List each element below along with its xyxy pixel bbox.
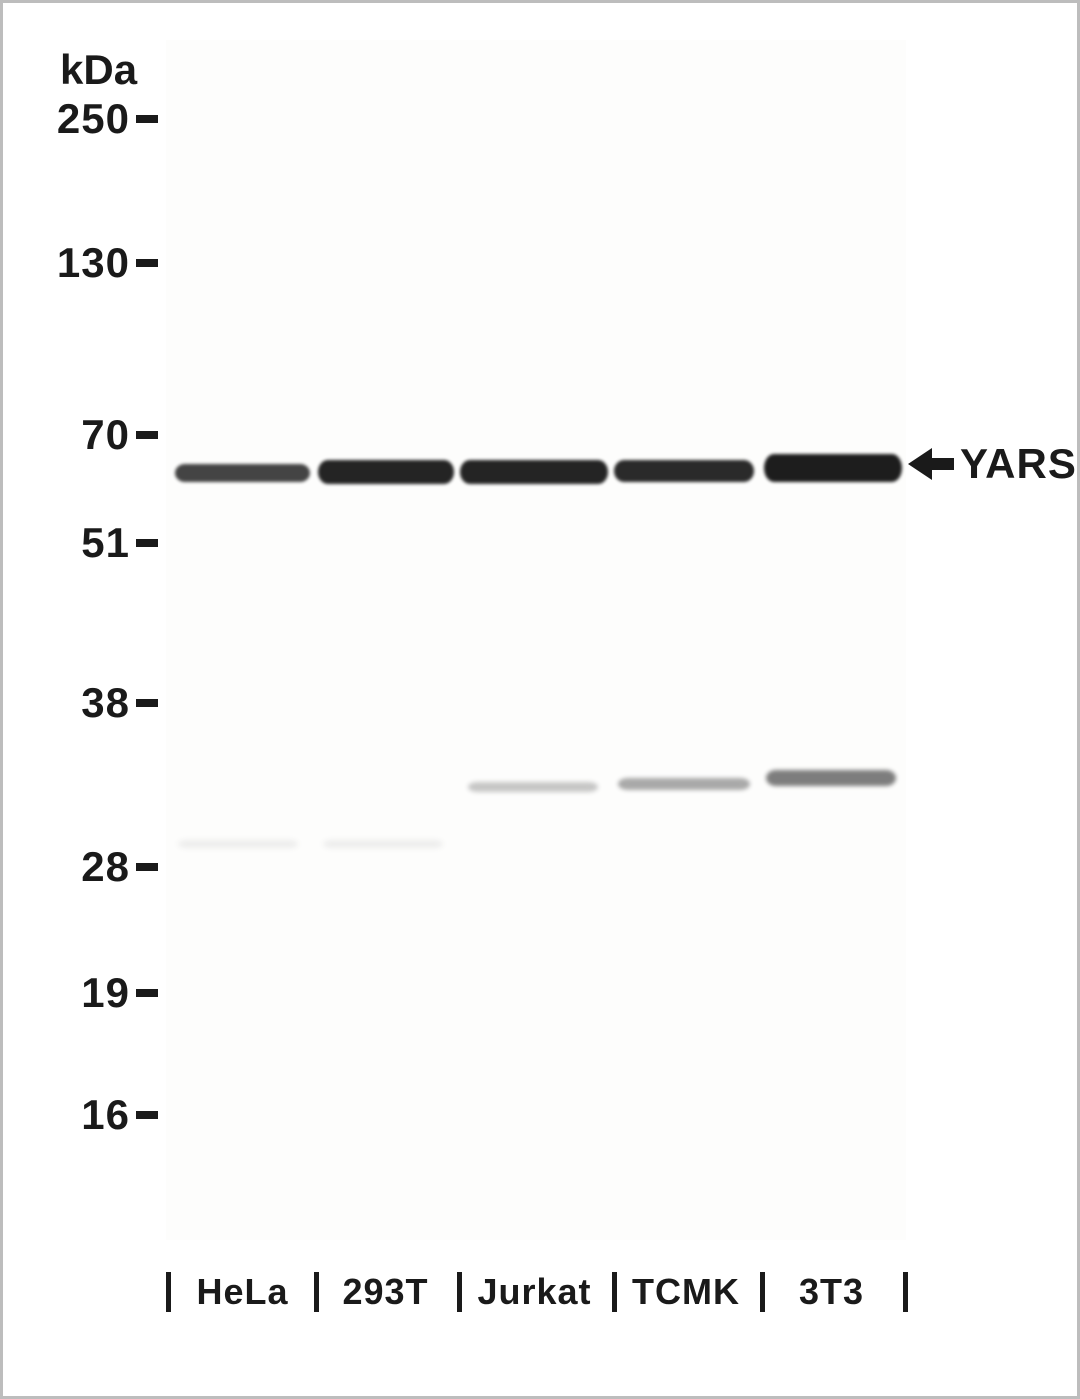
western-blot: kDa 250 130 70 51 38 28 19 16 HeLa293TJurkatTCM… xyxy=(48,40,1038,1360)
band-faint-HeLa xyxy=(178,840,298,848)
mw-marker-38: 38 xyxy=(48,679,158,727)
arrow-left-icon xyxy=(908,444,954,484)
band-YARS-3T3 xyxy=(764,454,902,482)
yaxis-units-label: kDa xyxy=(60,46,137,94)
tick-dash-icon xyxy=(136,431,158,439)
mw-marker-130: 130 xyxy=(48,239,158,287)
mw-marker-label: 250 xyxy=(48,95,130,143)
tick-dash-icon xyxy=(136,115,158,123)
band-nonspecific-Jurkat xyxy=(468,782,598,792)
tick-dash-icon xyxy=(136,863,158,871)
tick-dash-icon xyxy=(136,989,158,997)
mw-marker-250: 250 xyxy=(48,95,158,143)
lane-label-293t: 293T xyxy=(314,1272,457,1312)
tick-dash-icon xyxy=(136,699,158,707)
mw-marker-19: 19 xyxy=(48,969,158,1017)
blot-membrane xyxy=(166,40,906,1240)
tick-dash-icon xyxy=(136,539,158,547)
lane-divider xyxy=(903,1272,908,1312)
band-YARS-293T xyxy=(318,460,454,484)
lane-label-tcmk: TCMK xyxy=(612,1272,760,1312)
band-nonspecific-TCMK xyxy=(618,778,750,790)
tick-dash-icon xyxy=(136,1111,158,1119)
target-protein-label: YARS xyxy=(960,440,1077,488)
band-YARS-Jurkat xyxy=(460,460,608,484)
mw-marker-28: 28 xyxy=(48,843,158,891)
band-YARS-HeLa xyxy=(175,464,310,482)
band-nonspecific-3T3 xyxy=(766,770,896,786)
mw-marker-label: 19 xyxy=(48,969,130,1017)
lane-label-hela: HeLa xyxy=(171,1272,314,1312)
mw-marker-16: 16 xyxy=(48,1091,158,1139)
band-YARS-TCMK xyxy=(614,460,754,482)
mw-marker-label: 51 xyxy=(48,519,130,567)
mw-marker-label: 28 xyxy=(48,843,130,891)
band-faint-293T xyxy=(323,840,443,848)
lane-label-3t3: 3T3 xyxy=(760,1272,903,1312)
mw-marker-70: 70 xyxy=(48,411,158,459)
mw-marker-label: 70 xyxy=(48,411,130,459)
tick-dash-icon xyxy=(136,259,158,267)
mw-marker-label: 38 xyxy=(48,679,130,727)
target-label-arrow: YARS xyxy=(908,440,1077,488)
mw-marker-51: 51 xyxy=(48,519,158,567)
mw-marker-label: 130 xyxy=(48,239,130,287)
lane-label-jurkat: Jurkat xyxy=(457,1272,612,1312)
mw-marker-label: 16 xyxy=(48,1091,130,1139)
